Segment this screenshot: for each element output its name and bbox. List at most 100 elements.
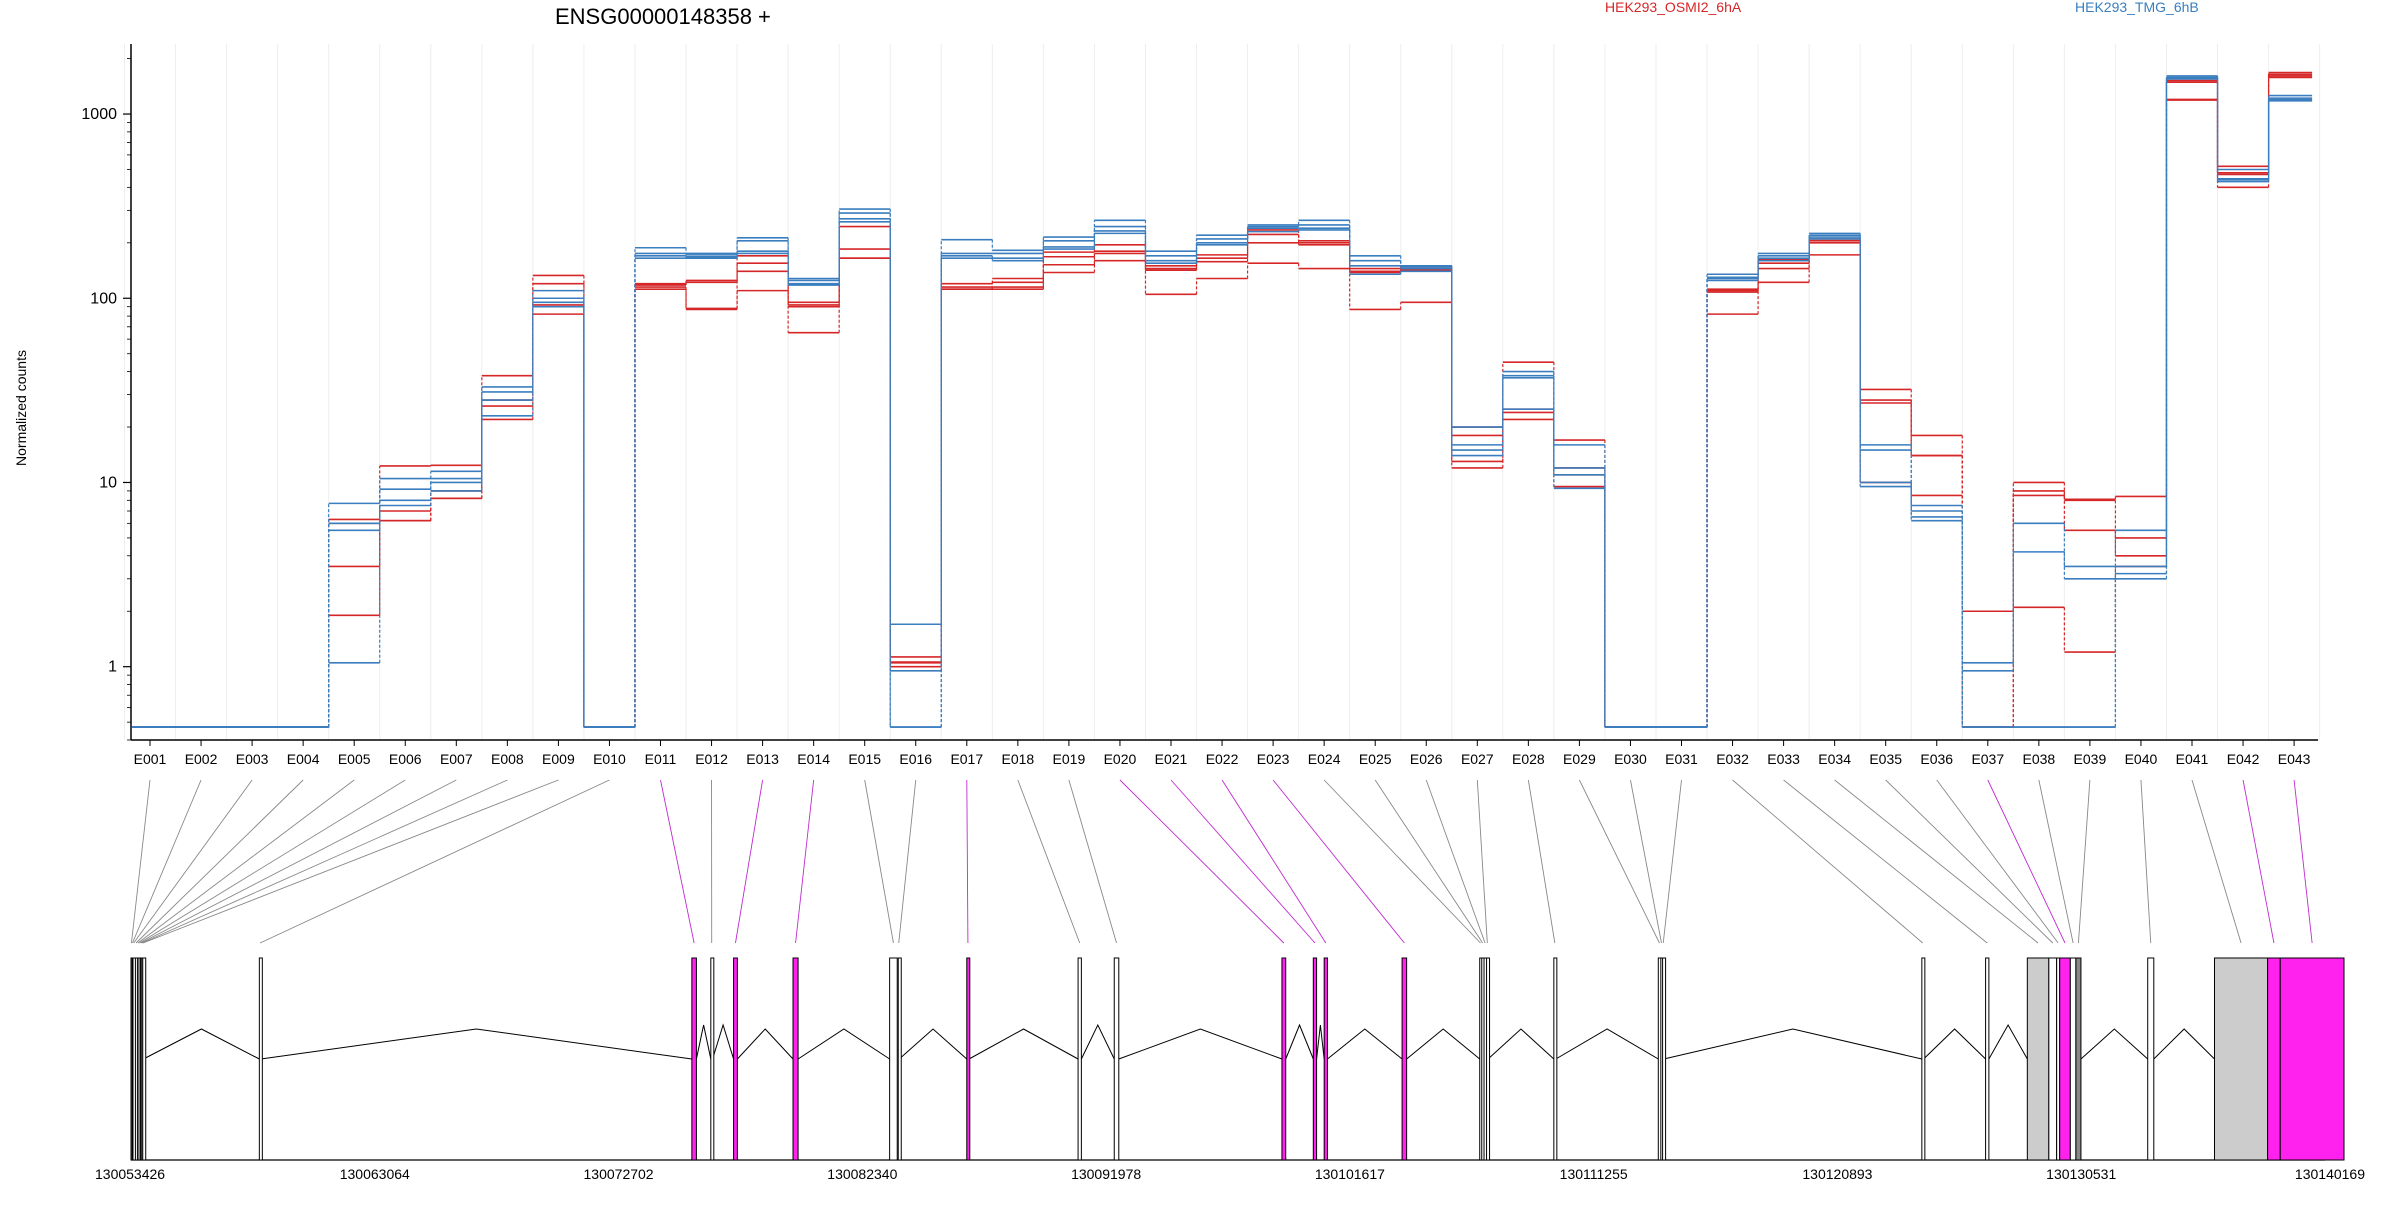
exon-connector [1324, 780, 1480, 943]
exon-connector [141, 780, 456, 943]
intron-line [1119, 1029, 1282, 1059]
exon-connector [143, 780, 558, 943]
genomic-coordinate-label: 130120893 [1802, 1166, 1872, 1182]
exon-box [143, 958, 146, 1160]
intron-line [143, 1029, 259, 1059]
x-tick-label: E043 [2278, 751, 2311, 767]
exon-box [793, 958, 798, 1160]
x-tick-label: E023 [1257, 751, 1290, 767]
exon-connector [796, 780, 814, 943]
series-lines [132, 73, 2312, 728]
x-tick-label: E024 [1308, 751, 1341, 767]
exon-connector [735, 780, 762, 943]
exon-box [1487, 958, 1490, 1160]
exon-box [2280, 958, 2344, 1160]
x-tick-label: E006 [389, 751, 422, 767]
intron-line [696, 1025, 710, 1059]
exon-box [692, 958, 697, 1160]
exon-box [1922, 958, 1925, 1160]
intron-line [1407, 1029, 1480, 1059]
x-tick-label: E037 [1971, 751, 2004, 767]
exon-connector [1663, 780, 1681, 943]
exon-box [1324, 958, 1327, 1160]
chart-title: ENSG00000148358 + [555, 4, 771, 29]
genomic-coordinate-label: 130111255 [1560, 1166, 1628, 1182]
x-tick-label: E022 [1206, 751, 1239, 767]
exon-connector [1018, 780, 1080, 943]
x-tick-label: E039 [2074, 751, 2107, 767]
exon-connector [1835, 780, 2038, 943]
x-tick-label: E030 [1614, 751, 1647, 767]
exon-box [2049, 958, 2057, 1160]
x-tick-label: E009 [542, 751, 575, 767]
series-line [132, 77, 2312, 727]
exon-connector [1886, 780, 2053, 943]
x-tick-label: E019 [1053, 751, 1086, 767]
intron-line [1286, 1025, 1314, 1059]
exon-connectors [131, 780, 2312, 943]
exon-connector [1426, 780, 1485, 943]
intron-line [1081, 1025, 1114, 1059]
exon-connector [1120, 780, 1284, 943]
x-tick-label: E011 [645, 751, 677, 767]
genomic-coordinate-label: 130072702 [584, 1166, 654, 1182]
exon-connector [139, 780, 405, 943]
x-tick-label: E013 [746, 751, 779, 767]
intron-line [798, 1029, 890, 1059]
y-tick-label: 100 [90, 290, 117, 307]
exon-connector [1733, 780, 1923, 943]
exon-connector [2141, 780, 2151, 943]
exon-connector [2078, 780, 2089, 943]
series-line [132, 73, 2312, 728]
series-line [132, 74, 2312, 727]
exon-box [1554, 958, 1557, 1160]
x-tick-label: E025 [1359, 751, 1392, 767]
x-tick-label: E028 [1512, 751, 1545, 767]
intron-line [713, 1025, 734, 1059]
y-tick-label: 10 [99, 474, 117, 491]
exon-connector [2243, 780, 2274, 943]
x-tick-label: E031 [1665, 751, 1698, 767]
x-tick-label: E005 [338, 751, 371, 767]
exon-box [2214, 958, 2267, 1160]
y-axis-label: Normalized counts [13, 350, 29, 466]
exon-connector [967, 780, 968, 943]
exon-connector [865, 780, 894, 943]
exon-connector [1222, 780, 1326, 943]
exon-box [1986, 958, 1989, 1160]
exon-connector [136, 780, 303, 943]
x-tick-label: E034 [1818, 751, 1851, 767]
exon-box [1078, 958, 1081, 1160]
y-tick-label: 1 [108, 659, 117, 676]
intron-line [1327, 1029, 1402, 1059]
genomic-coordinate-label: 130101617 [1315, 1166, 1385, 1182]
x-tick-label: E002 [185, 751, 218, 767]
intron-line [1488, 1029, 1554, 1059]
exon-connector [1528, 780, 1555, 943]
intron-line [1664, 1029, 1922, 1059]
x-tick-label: E029 [1563, 751, 1596, 767]
exon-box [1663, 958, 1666, 1160]
exon-connector [260, 780, 609, 943]
exon-box [1313, 958, 1316, 1160]
intron-line [737, 1029, 793, 1059]
intron-line [1317, 1025, 1325, 1059]
exon-box [890, 958, 898, 1160]
x-tick-label: E032 [1716, 751, 1749, 767]
exon-box [2060, 958, 2071, 1160]
exon-box [1282, 958, 1286, 1160]
x-tick-label: E021 [1155, 751, 1188, 767]
exon-connector [132, 780, 201, 943]
x-tick-label: E033 [1767, 751, 1800, 767]
exon-connector [1937, 780, 2058, 943]
x-tick-label: E027 [1461, 751, 1494, 767]
x-tick-label: E014 [797, 751, 830, 767]
x-tick-label: E007 [440, 751, 473, 767]
x-tick-label: E038 [2022, 751, 2055, 767]
x-tick-label: E016 [899, 751, 932, 767]
exon-box [2027, 958, 2048, 1160]
exon-connector [134, 780, 252, 943]
x-tick-label: E040 [2125, 751, 2158, 767]
series-line [132, 78, 2312, 727]
